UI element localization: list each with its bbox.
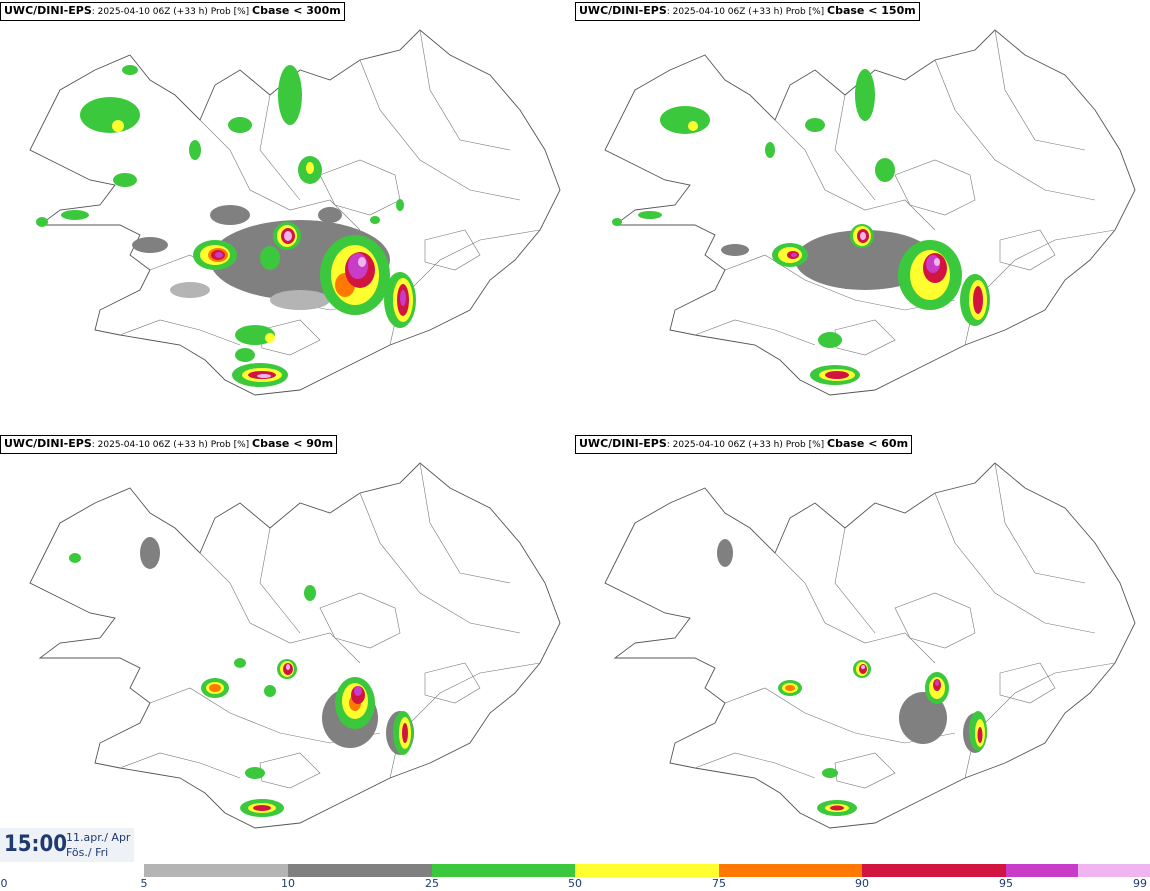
- panel-title: UWC/DINI-EPS: 2025-04-10 06Z (+33 h) Pro…: [575, 435, 913, 454]
- legend-segment-7: [1006, 864, 1078, 877]
- legend-tick-95: 95: [999, 877, 1013, 890]
- legend-tick-75: 75: [712, 877, 726, 890]
- legend-segment-2: [288, 864, 432, 877]
- panel-title: UWC/DINI-EPS: 2025-04-10 06Z (+33 h) Pro…: [0, 2, 345, 21]
- legend-segment-6: [862, 864, 1006, 877]
- probability-map: [0, 433, 570, 863]
- legend-tick-5: 5: [140, 877, 148, 890]
- legend-tick-50: 50: [568, 877, 582, 890]
- legend-tick-10: 10: [281, 877, 295, 890]
- panel-title: UWC/DINI-EPS: 2025-04-10 06Z (+33 h) Pro…: [0, 435, 338, 454]
- run-info: : 2025-04-10 06Z (+33 h) Prob [%]: [666, 7, 828, 17]
- map-panel-cbase-300: UWC/DINI-EPS: 2025-04-10 06Z (+33 h) Pro…: [0, 0, 570, 430]
- valid-time: 15:00: [4, 832, 68, 857]
- valid-time-box: 15:00 11.apr./ Apr Fös./ Fri: [0, 828, 134, 862]
- threshold-label: Cbase < 300m: [252, 4, 341, 17]
- legend-tick-25: 25: [425, 877, 439, 890]
- legend-segment-1: [144, 864, 288, 877]
- probability-map: [0, 0, 570, 430]
- map-panel-cbase-150: UWC/DINI-EPS: 2025-04-10 06Z (+33 h) Pro…: [575, 0, 1145, 430]
- threshold-label: Cbase < 150m: [827, 4, 916, 17]
- run-info: : 2025-04-10 06Z (+33 h) Prob [%]: [91, 7, 253, 17]
- model-name: UWC/DINI-EPS: [579, 4, 667, 17]
- valid-weekday: Fös./ Fri: [66, 846, 109, 859]
- legend-segment-5: [719, 864, 862, 877]
- model-name: UWC/DINI-EPS: [4, 437, 92, 450]
- legend-segment-8: [1078, 864, 1150, 877]
- run-info: : 2025-04-10 06Z (+33 h) Prob [%]: [91, 440, 253, 450]
- threshold-label: Cbase < 60m: [827, 437, 909, 450]
- map-panel-cbase-60: UWC/DINI-EPS: 2025-04-10 06Z (+33 h) Pro…: [575, 433, 1145, 863]
- run-info: : 2025-04-10 06Z (+33 h) Prob [%]: [666, 440, 828, 450]
- panel-title: UWC/DINI-EPS: 2025-04-10 06Z (+33 h) Pro…: [575, 2, 920, 21]
- legend-segment-3: [432, 864, 575, 877]
- model-name: UWC/DINI-EPS: [579, 437, 667, 450]
- probability-map: [575, 433, 1145, 863]
- legend-tick-0: 0: [0, 877, 8, 890]
- model-name: UWC/DINI-EPS: [4, 4, 92, 17]
- threshold-label: Cbase < 90m: [252, 437, 334, 450]
- legend-segment-4: [575, 864, 719, 877]
- probability-legend: 0 5 10 25 50 75 90 95 99: [0, 862, 1150, 891]
- legend-tick-99: 99: [1133, 877, 1147, 890]
- probability-map: [575, 0, 1145, 430]
- valid-date: 11.apr./ Apr: [66, 831, 131, 844]
- map-panel-cbase-90: UWC/DINI-EPS: 2025-04-10 06Z (+33 h) Pro…: [0, 433, 570, 863]
- legend-tick-90: 90: [855, 877, 869, 890]
